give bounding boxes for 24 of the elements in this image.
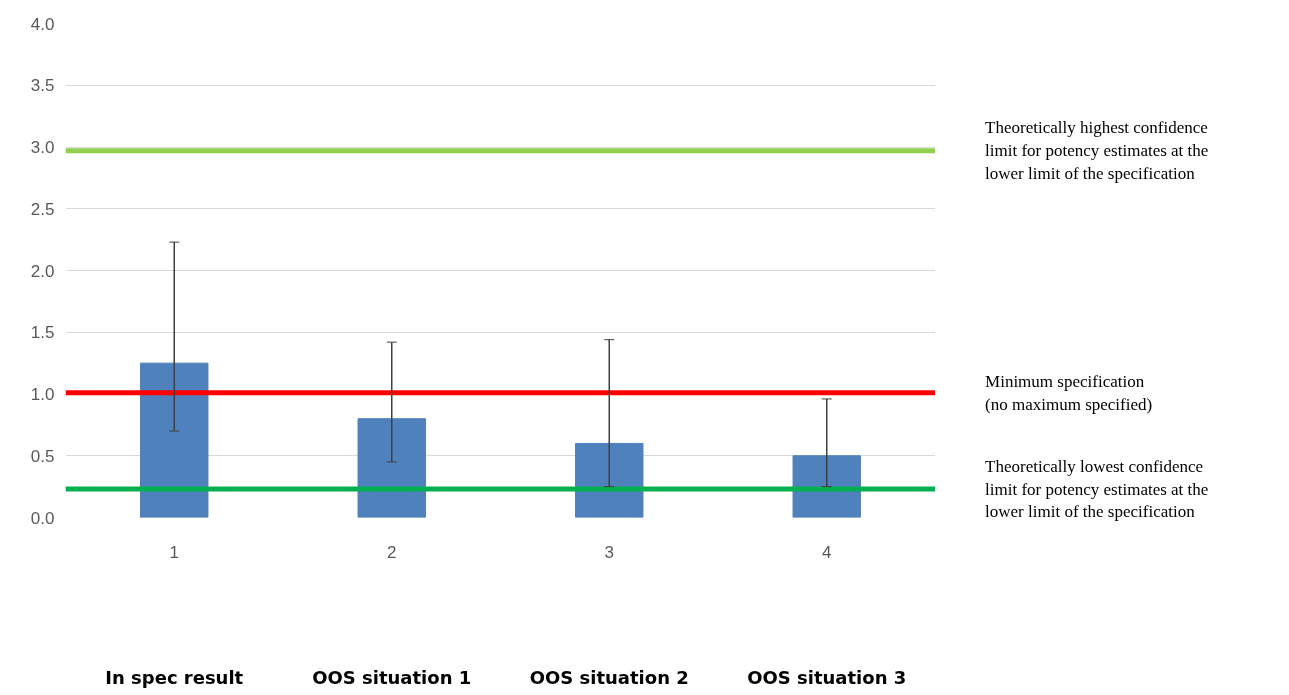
ref-line-label: Minimum specification (no maximum specified) [985, 371, 1153, 414]
y-tick-label: 0.5 [30, 446, 55, 466]
text: OOS situation 2 [529, 667, 689, 688]
text: OOS situation 1 [312, 667, 472, 688]
x-tick-label: 3 [604, 542, 614, 562]
x-tick-label: 2 [387, 542, 397, 562]
y-tick-label: 4.0 [30, 14, 55, 34]
ref-line-label: Theoretically lowest confidence limit for potency estimates at the lower limit of the specification [985, 456, 1209, 522]
ref-line-label: Theoretically highest confidence limit for potency estimates at the lower limit of the specification [985, 118, 1209, 184]
bar [792, 455, 861, 518]
x-tick-label: 4 [822, 542, 832, 562]
y-tick-label: 2.0 [30, 261, 55, 281]
y-tick-label: 2.5 [30, 199, 55, 219]
bar [575, 442, 644, 518]
text: OOS situation 3 [747, 667, 907, 688]
y-tick-label: 1.0 [30, 385, 55, 404]
text: In spec result [105, 667, 244, 688]
bar [140, 362, 209, 518]
y-tick-label: 3.5 [30, 76, 55, 96]
y-tick-label: 1.5 [30, 323, 55, 343]
x-tick-label: 1 [169, 542, 179, 562]
y-tick-label: 0.0 [30, 508, 55, 528]
bar [357, 418, 426, 518]
y-tick-label: 3.0 [30, 138, 55, 157]
